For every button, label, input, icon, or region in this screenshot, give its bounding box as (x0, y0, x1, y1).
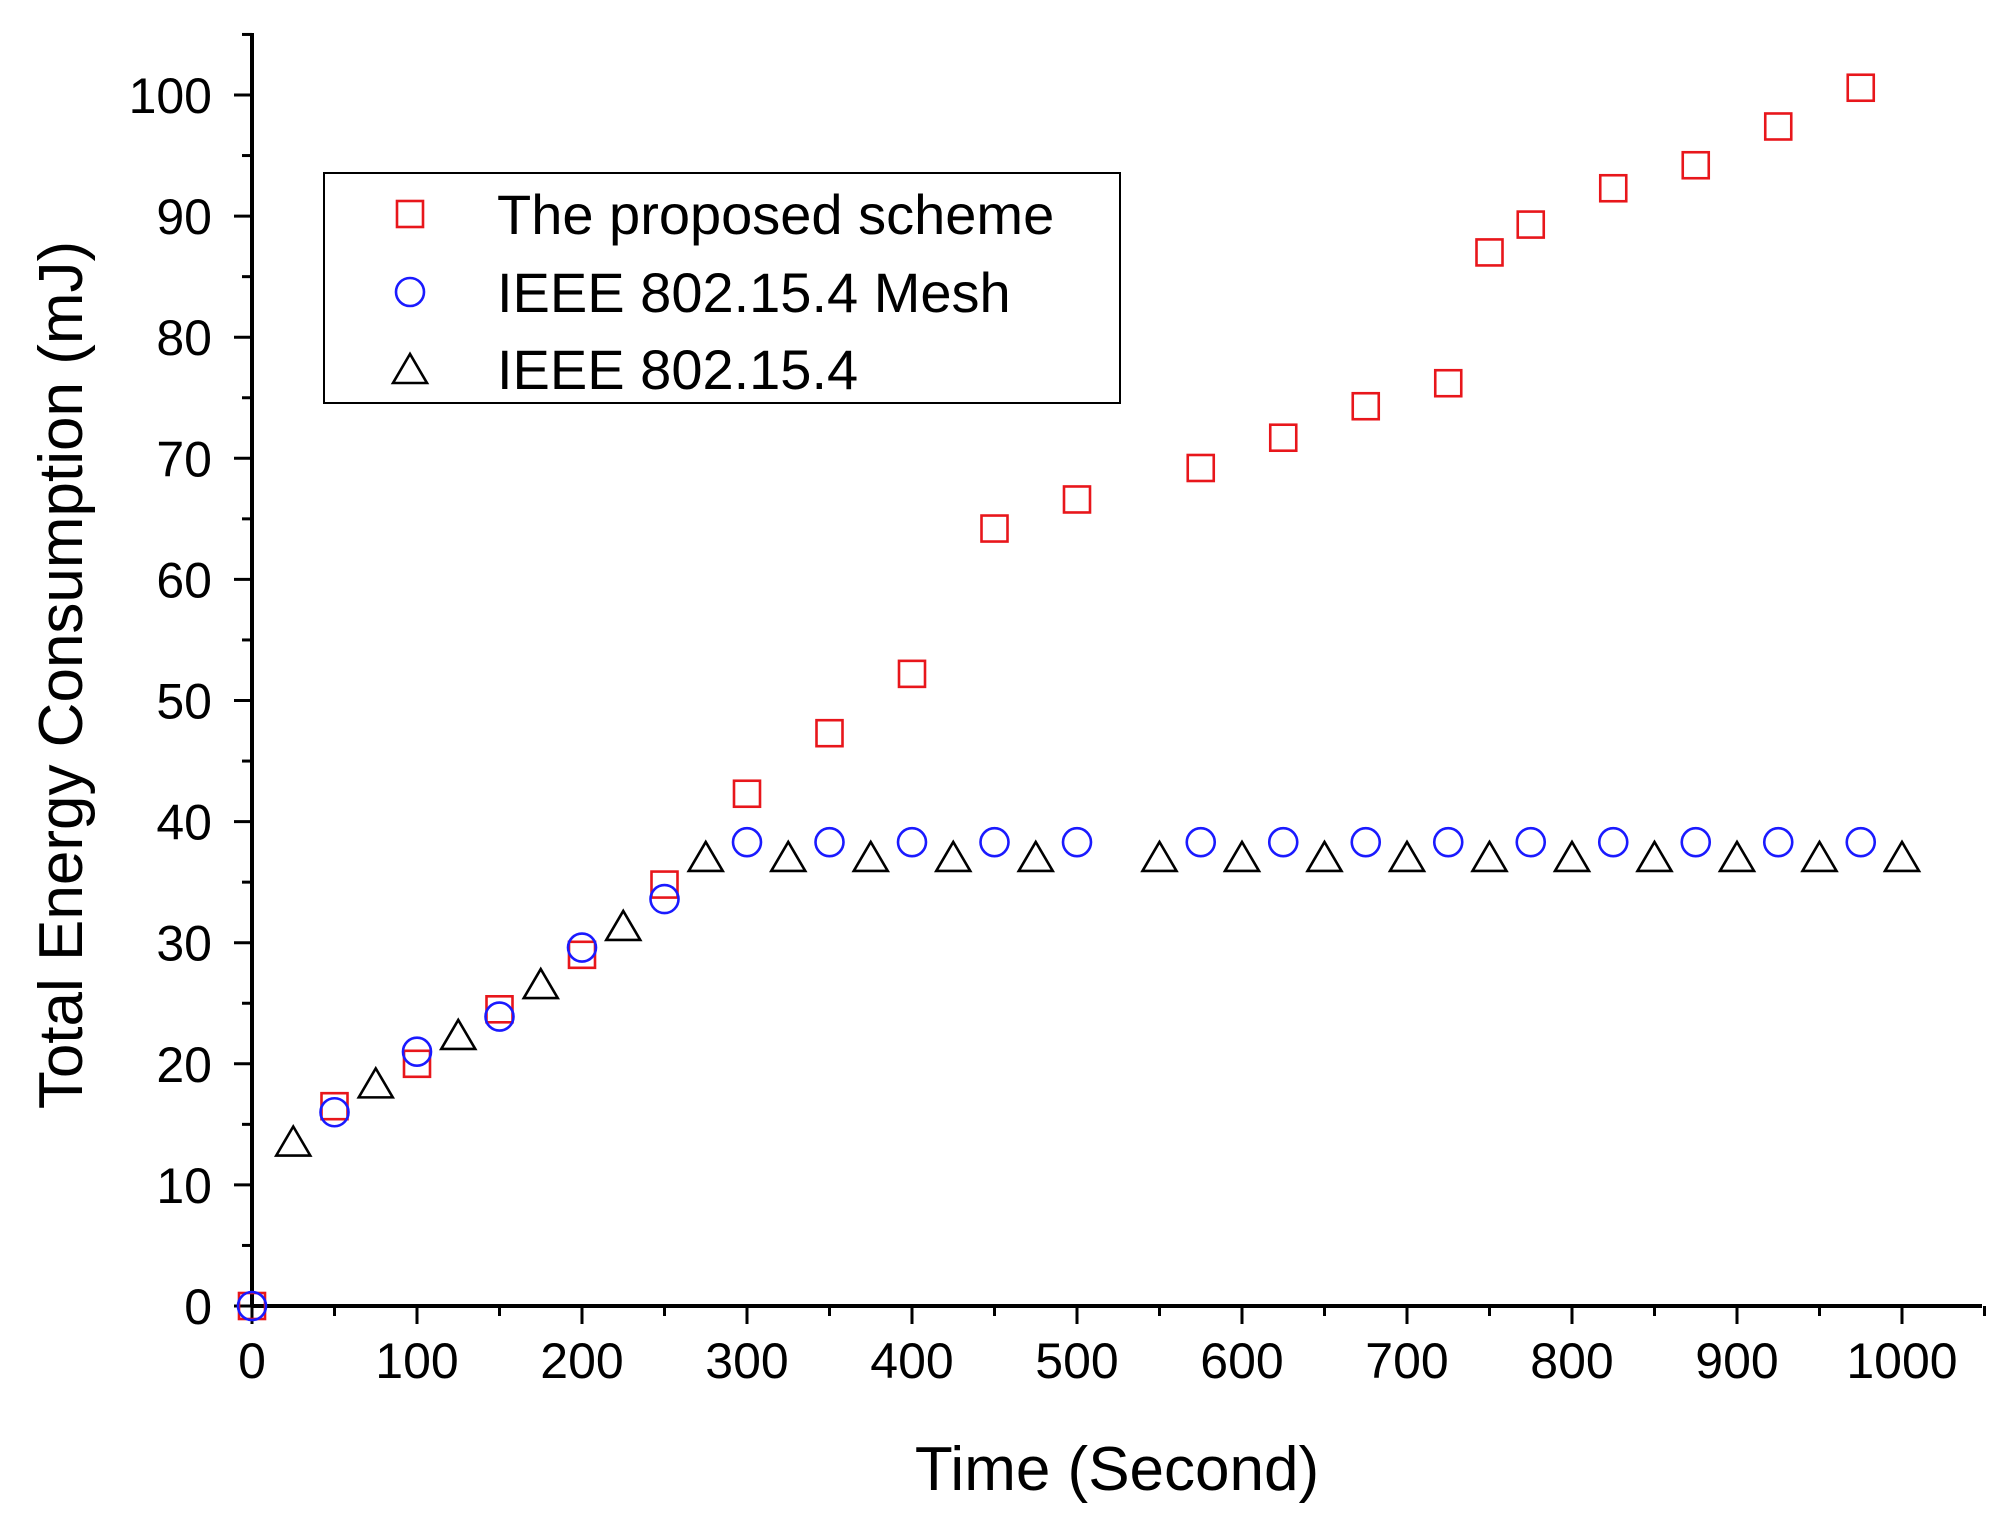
ieee-802154-point (933, 839, 973, 873)
mesh-point (319, 1096, 350, 1128)
proposed-scheme-point (485, 995, 514, 1024)
legend-marker-square (395, 199, 425, 229)
y-tick-label: 0 (184, 1279, 212, 1335)
proposed-scheme-point (815, 718, 844, 748)
y-tick-label: 90 (156, 189, 212, 245)
y-tick-label: 100 (129, 68, 212, 124)
mesh-point (649, 883, 680, 915)
proposed-scheme-point (1516, 210, 1546, 239)
proposed-scheme-point (897, 659, 927, 689)
mesh-point (731, 826, 763, 858)
series-square (237, 73, 1876, 1321)
plot-marks (236, 73, 1922, 1322)
x-tick-label: 200 (540, 1333, 623, 1389)
ieee-802154-point (851, 839, 891, 873)
mesh-point (1061, 826, 1093, 858)
mesh-point (401, 1036, 433, 1067)
x-tick-label: 600 (1200, 1333, 1283, 1389)
series-circle (236, 826, 1877, 1322)
proposed-scheme-point (567, 940, 597, 970)
mesh-point (1845, 826, 1877, 858)
legend-label-ieee: IEEE 802.15.4 (497, 338, 858, 401)
mesh-point (236, 1290, 268, 1322)
mesh-point (1267, 826, 1299, 858)
mesh-point (979, 826, 1010, 858)
mesh-point (1762, 826, 1794, 858)
legend-label-proposed: The proposed scheme (497, 183, 1054, 246)
ieee-802154-point (1140, 839, 1179, 873)
proposed-scheme-point (402, 1049, 432, 1079)
proposed-scheme-point (1598, 173, 1628, 203)
x-tick-label: 300 (705, 1333, 788, 1389)
mesh-point (1350, 826, 1382, 858)
y-tick-label: 30 (156, 916, 212, 972)
ieee-802154-point (1717, 839, 1757, 873)
y-tick-label: 10 (156, 1158, 212, 1214)
mesh-point (1597, 826, 1629, 858)
ieee-802154-point (1800, 839, 1839, 873)
y-tick-label: 50 (156, 674, 212, 730)
proposed-scheme-point (1475, 238, 1504, 267)
y-tick-label: 70 (156, 431, 212, 487)
proposed-scheme-point (980, 514, 1009, 543)
proposed-scheme-point (1186, 453, 1216, 483)
ieee-802154-point (1552, 839, 1592, 873)
x-tick-label: 0 (238, 1333, 266, 1389)
y-tick-label: 60 (156, 552, 212, 608)
x-tick-label: 800 (1530, 1333, 1613, 1389)
ieee-802154-point (1635, 839, 1674, 873)
ieee-802154-point (1222, 839, 1262, 873)
axes (250, 33, 1982, 1308)
mesh-point (1432, 826, 1464, 858)
proposed-scheme-point (1351, 391, 1381, 421)
ieee-802154-point (768, 839, 808, 873)
ieee-802154-point (1470, 839, 1509, 873)
x-tick-label: 500 (1035, 1333, 1118, 1389)
y-tick-label: 80 (156, 310, 212, 366)
y-axis-title: Total Energy Consumption (mJ) (27, 241, 96, 1109)
proposed-scheme-point (650, 870, 679, 899)
ieee-802154-point (438, 1017, 478, 1051)
proposed-scheme-point (1763, 112, 1793, 141)
x-tick-label: 100 (375, 1333, 458, 1389)
mesh-point (896, 826, 928, 858)
proposed-scheme-point (1062, 485, 1092, 514)
mesh-point (1515, 826, 1547, 858)
x-axis-title: Time (Second) (915, 1435, 1319, 1504)
y-tick-label: 40 (156, 795, 212, 851)
ieee-802154-point (1016, 839, 1056, 873)
ieee-802154-point (273, 1123, 313, 1157)
proposed-scheme-point (1268, 423, 1298, 453)
y-tick-label: 20 (156, 1037, 212, 1093)
series-triangle (273, 839, 1922, 1157)
mesh-point (1185, 826, 1217, 858)
x-tick-label: 900 (1695, 1333, 1778, 1389)
proposed-scheme-point (1681, 150, 1711, 180)
mesh-point (484, 1001, 515, 1032)
ieee-802154-point (603, 908, 643, 942)
mesh-point (814, 826, 845, 858)
legend: The proposed scheme IEEE 802.15.4 Mesh I… (323, 172, 1121, 404)
ieee-802154-point (1305, 839, 1344, 873)
legend-box (323, 172, 1121, 404)
x-tick-label: 700 (1365, 1333, 1448, 1389)
mesh-point (566, 932, 598, 963)
mesh-point (1680, 826, 1712, 858)
ieee-802154-point (356, 1065, 396, 1099)
ieee-802154-point (1387, 839, 1427, 873)
ieee-802154-point (1882, 839, 1922, 873)
legend-label-mesh: IEEE 802.15.4 Mesh (497, 261, 1011, 324)
legend-marker-circle (394, 276, 426, 308)
axis-ticks: 0 100 200 300 400 500 600 700 800 900 1000 0 10 20 30 4… (129, 32, 1986, 1389)
proposed-scheme-point (1433, 368, 1463, 398)
legend-marker-triangle (390, 351, 430, 385)
proposed-scheme-point (732, 779, 762, 809)
ieee-802154-point (686, 839, 726, 873)
x-tick-label: 1000 (1846, 1333, 1957, 1389)
proposed-scheme-point (1846, 73, 1876, 103)
x-tick-label: 400 (870, 1333, 953, 1389)
ieee-802154-point (521, 966, 561, 1000)
